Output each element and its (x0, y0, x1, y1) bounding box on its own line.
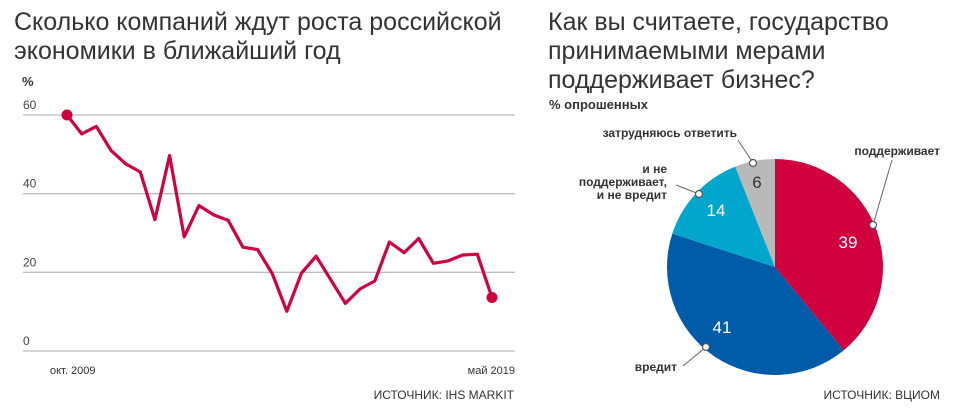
pie-chart-subtitle: % опрошенных (549, 97, 648, 112)
leader-dot (868, 220, 878, 230)
pie-slice (667, 233, 844, 376)
y-tick-label: 0 (23, 334, 30, 348)
pie-label-supports: поддерживает (854, 144, 940, 158)
pie-label-neutral-line: поддерживает, (579, 175, 667, 189)
pie-slice (775, 159, 883, 351)
leader-line (737, 139, 754, 164)
x-label-end: май 2019 (468, 365, 515, 377)
line-chart-title: Сколько компаний ждут роста российской э… (14, 8, 502, 65)
leader-line (675, 184, 700, 195)
line-chart-source: ИСТОЧНИК: IHS MARKIT (373, 388, 514, 402)
pie-value-label: 39 (839, 233, 858, 252)
pie-value-label: 14 (707, 201, 726, 220)
pie-label-undecided: затрудняюсь ответить (603, 126, 737, 140)
pie-value-label: 6 (752, 173, 761, 192)
leader-dot (701, 342, 711, 352)
pie-label-neutral-line: и не (642, 162, 667, 176)
endpoint-marker (61, 109, 73, 121)
pie-slice (735, 159, 775, 267)
leader-dot (694, 189, 704, 199)
pie-label-harms: вредит (635, 360, 677, 374)
y-tick-label: 20 (23, 255, 37, 269)
y-tick-label: 60 (23, 98, 37, 112)
leader-dot (748, 158, 758, 168)
line-chart-unit: % (22, 74, 34, 89)
pie-label-neutral-line: и не вредит (597, 188, 667, 202)
pie-value-label: 41 (713, 318, 732, 337)
pie-chart-title: Как вы считаете, государство принимаемым… (548, 8, 889, 94)
x-label-start: окт. 2009 (50, 365, 95, 377)
pie-chart-source: ИСТОЧНИК: ВЦИОМ (823, 388, 940, 402)
y-tick-label: 40 (23, 177, 37, 191)
leader-line (872, 159, 893, 226)
endpoint-marker (486, 292, 498, 304)
leader-line (682, 346, 707, 367)
line-series (65, 114, 494, 313)
